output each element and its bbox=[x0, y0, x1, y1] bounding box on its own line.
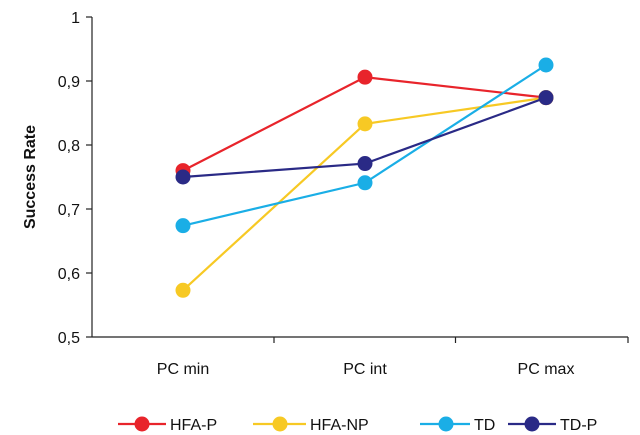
legend-marker bbox=[438, 416, 454, 432]
y-tick-label: 0,7 bbox=[58, 202, 80, 219]
y-tick-label: 0,6 bbox=[58, 266, 80, 283]
chart-axes bbox=[91, 17, 628, 338]
x-tick-label: PC max bbox=[518, 361, 575, 378]
legend-item-hfa-p: HFA-P bbox=[118, 416, 217, 434]
legend-label: HFA-P bbox=[170, 417, 217, 434]
legend: HFA-P HFA-NP TD TD-P bbox=[118, 416, 597, 434]
y-tick-label: 1 bbox=[71, 10, 80, 27]
data-point bbox=[357, 156, 373, 172]
legend-marker bbox=[524, 416, 540, 432]
y-tick-label: 0,8 bbox=[58, 138, 80, 155]
data-point bbox=[175, 169, 191, 185]
legend-marker bbox=[272, 416, 288, 432]
data-point bbox=[175, 282, 191, 298]
x-axis-ticks: PC min PC int PC max bbox=[157, 337, 629, 378]
x-tick-label: PC min bbox=[157, 361, 209, 378]
data-point bbox=[357, 175, 373, 191]
series-lines bbox=[175, 57, 554, 298]
data-point bbox=[357, 69, 373, 85]
data-point bbox=[357, 116, 373, 132]
series-td bbox=[175, 57, 554, 234]
legend-item-td: TD bbox=[420, 416, 495, 434]
series-td-p bbox=[175, 90, 554, 185]
series-line bbox=[182, 64, 547, 227]
legend-label: TD bbox=[474, 417, 495, 434]
data-point bbox=[175, 218, 191, 234]
data-point bbox=[538, 90, 554, 106]
y-axis-title: Success Rate bbox=[22, 125, 39, 229]
y-axis-ticks: 0,5 0,6 0,7 0,8 0,9 1 bbox=[58, 10, 92, 347]
legend-item-hfa-np: HFA-NP bbox=[253, 416, 369, 434]
legend-label: HFA-NP bbox=[310, 417, 369, 434]
legend-marker bbox=[134, 416, 150, 432]
x-tick-label: PC int bbox=[343, 361, 387, 378]
legend-item-td-p: TD-P bbox=[508, 416, 597, 434]
legend-label: TD-P bbox=[560, 417, 597, 434]
y-tick-label: 0,5 bbox=[58, 330, 80, 347]
series-hfa-np bbox=[175, 90, 554, 298]
y-tick-label: 0,9 bbox=[58, 74, 80, 91]
data-point bbox=[538, 57, 554, 73]
